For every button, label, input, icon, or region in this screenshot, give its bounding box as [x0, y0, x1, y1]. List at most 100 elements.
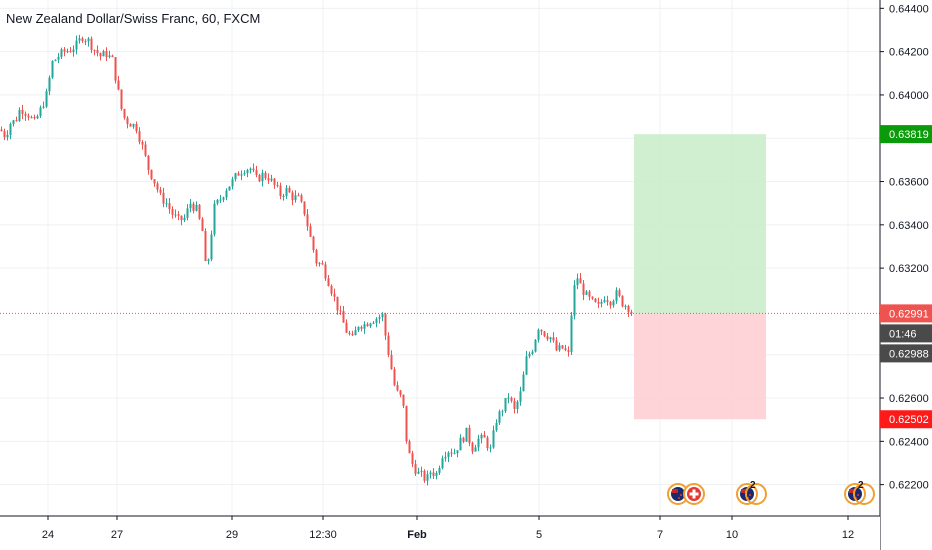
target-price-tag: 0.63819	[889, 129, 929, 141]
candle-up	[492, 430, 495, 448]
event-badge[interactable]: 2	[844, 480, 875, 505]
candle-up	[435, 472, 438, 476]
candle-up	[549, 337, 552, 340]
candle-up	[465, 427, 468, 442]
candle-up	[30, 117, 33, 119]
price-tick-label: 0.64400	[889, 3, 929, 15]
candle-down	[627, 305, 630, 312]
candle-down	[540, 329, 543, 332]
candle-down	[366, 324, 369, 327]
stop-zone[interactable]	[634, 313, 766, 420]
candle-up	[453, 453, 456, 455]
stop-price-tag-bg[interactable]	[880, 410, 932, 429]
candle-down	[15, 120, 18, 122]
candle-down	[168, 203, 171, 209]
target-price-tag-bg[interactable]	[880, 125, 932, 144]
candle-up	[174, 214, 177, 216]
candle-down	[153, 179, 156, 184]
position-zones[interactable]	[634, 134, 766, 420]
candle-down	[588, 291, 591, 297]
candle-down	[171, 208, 174, 215]
bar-countdown-tag-bg[interactable]	[880, 324, 932, 343]
price-tick-label: 0.64200	[889, 47, 929, 59]
candle-down	[594, 298, 597, 303]
price-tick-label: 0.63400	[889, 220, 929, 232]
candle-up	[438, 468, 441, 473]
candle-up	[375, 318, 378, 323]
candle-up	[612, 301, 615, 306]
candle-up	[282, 196, 285, 198]
last-price-tag-bg[interactable]	[880, 304, 932, 323]
candle-up	[66, 51, 69, 53]
candle-down	[339, 310, 342, 312]
candle-up	[558, 345, 561, 351]
candle-up	[48, 77, 51, 92]
candle-up	[45, 91, 48, 107]
candle-down	[468, 427, 471, 443]
flag-star	[857, 494, 859, 496]
candle-up	[417, 471, 420, 474]
candle-up	[495, 422, 498, 431]
price-axis[interactable]: 0.644000.642000.640000.638000.636000.634…	[879, 0, 932, 550]
candle-down	[24, 113, 27, 116]
candle-down	[393, 369, 396, 386]
event-badge-ring	[745, 483, 767, 505]
candle-up	[528, 353, 531, 357]
candle-up	[573, 285, 576, 316]
candle-down	[387, 335, 390, 355]
candle-down	[597, 302, 600, 304]
candle-down	[141, 141, 144, 145]
candle-up	[570, 315, 573, 352]
candle-down	[150, 169, 153, 180]
candle-down	[405, 405, 408, 442]
price-tick-label: 0.63200	[889, 263, 929, 275]
target-zone[interactable]	[634, 134, 766, 314]
candle-up	[369, 323, 372, 327]
candle-down	[147, 155, 150, 170]
event-badge[interactable]: 2	[736, 480, 767, 505]
candle-down	[192, 203, 195, 211]
candle-down	[543, 331, 546, 337]
bar-countdown-tag: 01:46	[889, 328, 917, 340]
candle-down	[606, 300, 609, 303]
candle-up	[318, 263, 321, 265]
candle-down	[450, 452, 453, 454]
candle-up	[624, 305, 627, 307]
candle-up	[12, 120, 15, 124]
candle-down	[342, 310, 345, 323]
current-price-tag-bg[interactable]	[880, 344, 932, 363]
candle-down	[90, 38, 93, 50]
event-badge[interactable]	[667, 483, 705, 505]
candle-up	[441, 458, 444, 469]
candle-up	[240, 174, 243, 176]
candle-up	[36, 116, 39, 119]
price-tick-label: 0.63600	[889, 177, 929, 189]
candle-up	[474, 447, 477, 452]
candle-down	[591, 296, 594, 299]
time-axis-bg	[0, 516, 880, 550]
candle-down	[348, 332, 351, 334]
candle-up	[519, 391, 522, 402]
time-tick-label: 12	[842, 529, 854, 541]
candle-down	[399, 390, 402, 395]
candles	[0, 34, 633, 486]
candle-down	[237, 173, 240, 176]
candle-down	[471, 442, 474, 452]
candle-down	[3, 130, 6, 138]
candle-up	[228, 186, 231, 191]
event-badge-count: 2	[858, 480, 864, 491]
candle-down	[288, 187, 291, 193]
candle-down	[312, 236, 315, 251]
event-badge-ring	[853, 483, 875, 505]
candle-down	[114, 57, 117, 81]
last-price-tag: 0.62991	[889, 308, 929, 320]
time-axis[interactable]: 24 27 29 12:30 Feb 5 7 10 12	[0, 515, 880, 550]
candle-up	[501, 411, 504, 413]
candle-up	[132, 124, 135, 127]
candle-down	[120, 89, 123, 110]
candle-down	[276, 185, 279, 187]
candle-down	[621, 295, 624, 307]
candle-down	[345, 322, 348, 333]
